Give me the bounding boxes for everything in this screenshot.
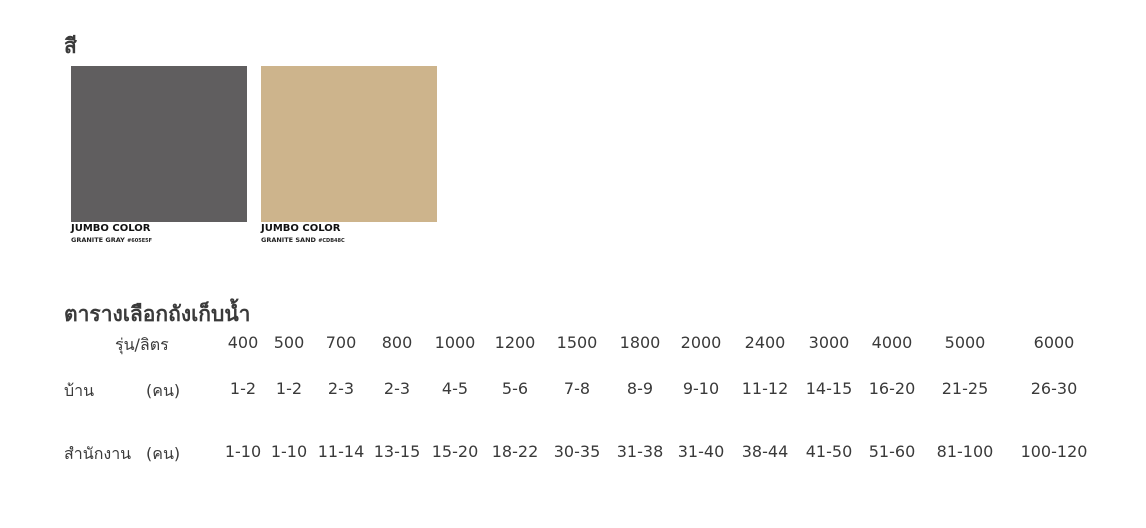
- model-capacity: 2400: [744, 333, 786, 352]
- row-label: บ้าน: [64, 381, 95, 400]
- model-capacity: 800: [381, 333, 413, 352]
- swatch-color-name: GRANITE GRAY: [71, 236, 125, 244]
- model-capacity: 700: [325, 333, 357, 352]
- table-cell: 30-35: [553, 442, 601, 461]
- model-header-label: รุ่น/ลิตร: [115, 335, 169, 354]
- row-label: สำนักงาน: [64, 444, 132, 463]
- table-cell: 5-6: [501, 379, 529, 398]
- table-cell: 18-22: [491, 442, 539, 461]
- table-cell: 7-8: [563, 379, 591, 398]
- table-cell: 81-100: [936, 442, 994, 461]
- swatch-color-name: GRANITE SAND: [261, 236, 316, 244]
- colors-heading: สี: [64, 34, 77, 58]
- color-swatch: [71, 66, 247, 222]
- model-capacity: 2000: [680, 333, 722, 352]
- table-cell: 41-50: [805, 442, 853, 461]
- table-cell: 13-15: [373, 442, 421, 461]
- table-cell: 26-30: [1030, 379, 1078, 398]
- row-unit: (คน): [146, 444, 181, 463]
- table-cell: 100-120: [1020, 442, 1088, 461]
- table-cell: 21-25: [941, 379, 989, 398]
- swatch-name: GRANITE GRAY #605E5F: [71, 236, 152, 244]
- swatch-brand: JUMBO COLOR: [71, 223, 151, 234]
- model-capacity: 1500: [556, 333, 598, 352]
- table-cell: 15-20: [431, 442, 479, 461]
- table-cell: 2-3: [383, 379, 411, 398]
- table-cell: 1-10: [224, 442, 262, 461]
- swatch-hex: #605E5F: [127, 238, 153, 244]
- model-capacity: 4000: [871, 333, 913, 352]
- row-unit: (คน): [146, 381, 181, 400]
- model-capacity: 6000: [1033, 333, 1075, 352]
- swatch-brand: JUMBO COLOR: [261, 223, 341, 234]
- color-swatch: [261, 66, 437, 222]
- model-capacity: 500: [273, 333, 305, 352]
- table-cell: 38-44: [741, 442, 789, 461]
- table-cell: 2-3: [327, 379, 355, 398]
- table-cell: 4-5: [441, 379, 469, 398]
- table-cell: 1-10: [270, 442, 308, 461]
- table-cell: 11-14: [317, 442, 365, 461]
- table-cell: 1-2: [275, 379, 303, 398]
- table-title: ตารางเลือกถังเก็บน้ำ: [64, 302, 251, 326]
- table-cell: 11-12: [741, 379, 789, 398]
- table-cell: 51-60: [868, 442, 916, 461]
- table-cell: 16-20: [868, 379, 916, 398]
- model-capacity: 3000: [808, 333, 850, 352]
- table-cell: 31-40: [677, 442, 725, 461]
- model-capacity: 1800: [619, 333, 661, 352]
- swatch-name: GRANITE SAND #CDB48C: [261, 236, 345, 244]
- table-cell: 1-2: [229, 379, 257, 398]
- table-cell: 31-38: [616, 442, 664, 461]
- model-capacity: 5000: [944, 333, 986, 352]
- table-cell: 8-9: [626, 379, 654, 398]
- model-capacity: 1200: [494, 333, 536, 352]
- table-cell: 14-15: [805, 379, 853, 398]
- model-capacity: 1000: [434, 333, 476, 352]
- model-capacity: 400: [227, 333, 259, 352]
- swatch-hex: #CDB48C: [318, 238, 345, 244]
- table-cell: 9-10: [682, 379, 720, 398]
